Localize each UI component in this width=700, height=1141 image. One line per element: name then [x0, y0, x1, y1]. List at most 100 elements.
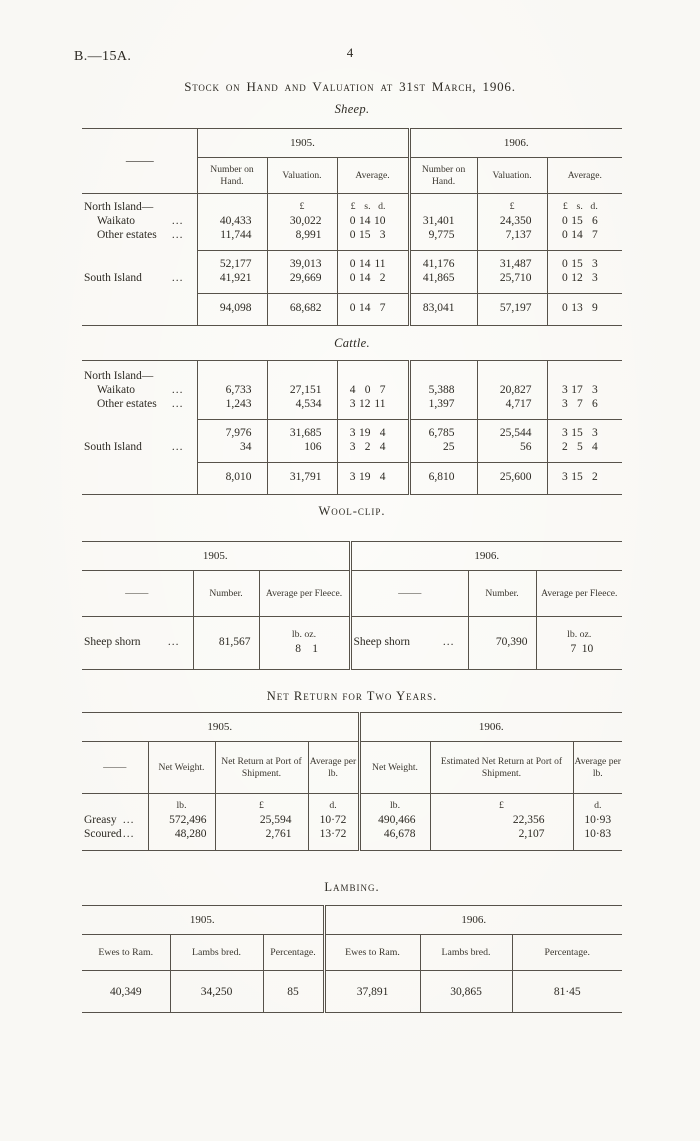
cell-average: 10·83: [572, 827, 622, 851]
unit-lb: lb.: [357, 793, 430, 813]
cell-number: 25: [407, 440, 477, 463]
wool-year-row: 1905. 1906.: [82, 541, 622, 571]
row-label: South Island...: [84, 272, 184, 285]
sheep-year-row: — 1905. 1906.: [82, 128, 623, 194]
cell-net-weight: 490,466: [357, 813, 430, 827]
page-title: Stock on Hand and Valuation at 31st Marc…: [184, 79, 516, 94]
net-header-row: — Net Weight. Net Return at Port of Ship…: [82, 741, 622, 794]
cell-number: 83,041: [407, 293, 478, 326]
unit-lb: lb.: [147, 793, 215, 813]
cell-average: 3 19 4: [336, 462, 409, 495]
unit-d: d.: [572, 793, 622, 813]
cell-net-return: 2,761: [214, 827, 308, 851]
cell-average: 3 17 3: [546, 383, 622, 397]
cell-percentage: 85: [262, 970, 324, 1013]
sheep-caption: Sheep.: [334, 102, 370, 116]
lambing-header-ewes-1905: Ewes to Ram.: [82, 934, 170, 971]
sheep-group-label: North Island—: [84, 201, 154, 213]
wool-header-average-1906: Average per Fleece.: [535, 570, 622, 617]
unit-lb-oz: lb. oz.: [291, 629, 317, 640]
cell-number: 41,921: [196, 271, 267, 294]
row-label: Sheep shorn...: [84, 636, 180, 648]
cell-average: 0 15 3: [546, 250, 623, 271]
document-reference: B.—15A.: [74, 49, 132, 64]
cell-net-return: 22,356: [429, 813, 573, 827]
unit-lsd: £ s. d.: [546, 193, 623, 214]
wool-blank-header: —: [82, 570, 193, 617]
cell-average: 3 19 4: [336, 419, 409, 440]
cell-lambs: 34,250: [169, 970, 263, 1013]
lambing-header-lambs-1905: Lambs bred.: [169, 934, 263, 971]
sheep-header-number-1905: Number on Hand.: [196, 157, 267, 194]
cell-valuation: 29,669: [266, 271, 337, 294]
sheep-blank-header: —: [82, 128, 197, 194]
cell-valuation: 25,544: [476, 419, 547, 440]
wool-table: 1905. 1906. — Number. Average per Fleece…: [82, 541, 622, 670]
cell-valuation: 31,685: [266, 419, 337, 440]
cell-average: 0 14 2: [336, 271, 410, 294]
sheep-year-1906: 1906.: [407, 128, 623, 158]
sheep-row-south-island: South Island... 41,921 29,669 0 14 2 41,86…: [82, 271, 623, 294]
cell-number: 6,733: [196, 383, 267, 397]
cattle-row-north-island: North Island—: [82, 360, 622, 383]
cell-average: 3 15 2: [546, 462, 622, 495]
cell-average: 10·72: [307, 813, 359, 827]
cell-net-weight: 46,678: [357, 827, 430, 851]
cell-number: 31,401: [407, 214, 478, 228]
net-year-row: 1905. 1906.: [82, 712, 622, 742]
cell-number: 5,388: [407, 383, 477, 397]
cell-valuation: 39,013: [266, 250, 337, 271]
sheep-row-north-island: North Island— £ £ s. d. £ £ s. d.: [82, 193, 623, 214]
cell-number: 34: [196, 440, 267, 463]
cell-number: 7,976: [196, 419, 267, 440]
sheep-row-grand-total: 94,098 68,682 0 14 7 83,041 57,197 0 13 9: [82, 293, 623, 326]
net-header-weight-1906: Net Weight.: [357, 741, 430, 794]
sheep-header-row: Number on Hand. Valuation. Average. Numb…: [82, 157, 623, 194]
cell-valuation: 68,682: [266, 293, 337, 326]
cell-average: 0 14 7: [336, 293, 410, 326]
cell-valuation: 27,151: [266, 383, 337, 397]
sheep-year-1905: 1905.: [196, 128, 410, 158]
lambing-table: 1905. 1906. Ewes to Ram. Lambs bred. Per…: [82, 905, 622, 1013]
cell-number: 1,243: [196, 397, 267, 420]
row-label: Greasy...: [84, 814, 135, 826]
cell-valuation: 4,534: [266, 397, 337, 420]
wool-blank-header: —: [348, 570, 468, 617]
sheep-row-north-total: 52,177 39,013 0 14 11 41,176 31,487 0 15 3: [82, 250, 623, 271]
unit-d: d.: [307, 793, 359, 813]
cell-average: 10·93: [572, 813, 622, 827]
wool-header-average-1905: Average per Fleece.: [258, 570, 350, 617]
unit-pound: £: [476, 193, 548, 214]
cell-number: 40,433: [196, 214, 267, 228]
cell-average: 13·72: [307, 827, 359, 851]
cell-valuation: 20,827: [476, 383, 547, 397]
sheep-row-other-estates: Other estates... 11,744 8,991 0 15 3 9,775…: [82, 228, 623, 251]
lambing-header-ewes-1906: Ewes to Ram.: [322, 934, 420, 971]
cell-valuation: 24,350: [476, 214, 548, 228]
row-label: Other estates...: [97, 229, 184, 242]
cell-net-weight: 572,496: [147, 813, 215, 827]
cell-net-return: 2,107: [429, 827, 573, 851]
unit-lb-oz: lb. oz.: [567, 629, 592, 640]
cell-average: 0 15 6: [546, 214, 623, 228]
wool-year-1905: 1905.: [82, 541, 350, 571]
wool-header-number-1905: Number.: [192, 570, 259, 617]
net-row-greasy: Greasy... 572,496 25,594 10·72 490,466 2…: [82, 813, 622, 827]
cell-ewes: 40,349: [109, 985, 142, 998]
net-header-estimated-1906: Estimated Net Return at Port of Shipment…: [429, 741, 573, 794]
cell-average: 3 15 3: [546, 419, 622, 440]
cell-average: 0 14 7: [546, 228, 623, 251]
lambing-caption: Lambing.: [324, 880, 380, 894]
cell-valuation: 106: [266, 440, 337, 463]
cell-average: 3 12 11: [336, 397, 409, 420]
unit-pound: £: [214, 793, 308, 813]
sheep-header-valuation-1905: Valuation.: [266, 157, 337, 194]
cell-number: 81,567: [192, 616, 259, 670]
cell-average: 0 15 3: [336, 228, 410, 251]
